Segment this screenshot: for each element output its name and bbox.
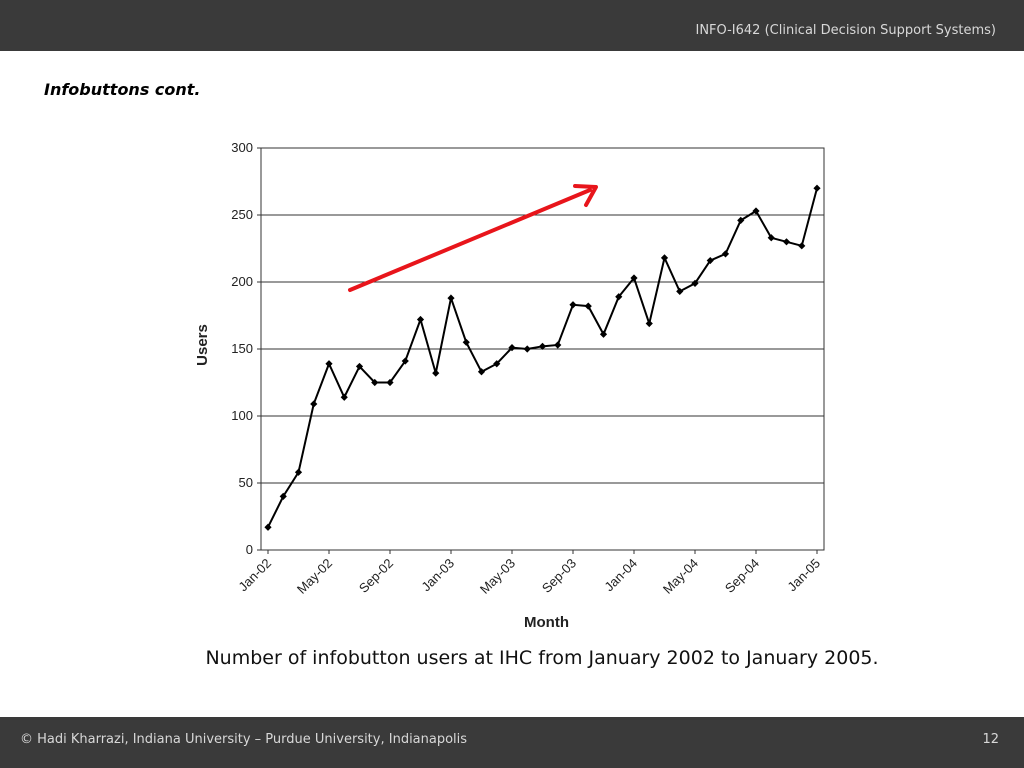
data-point: [798, 242, 806, 250]
data-point: [447, 294, 455, 302]
trend-arrow-shaft: [348, 188, 592, 292]
data-point: [569, 301, 577, 309]
data-point: [737, 216, 745, 224]
data-point: [645, 319, 653, 328]
data-point: [477, 368, 486, 376]
data-point: [767, 234, 775, 242]
series-line-users: [267, 187, 818, 528]
data-point: [554, 341, 562, 349]
x-tick-label: May-03: [477, 556, 518, 597]
header-bar: INFO-I642 (Clinical Decision Support Sys…: [0, 0, 1024, 51]
y-tick-label: 200: [231, 274, 253, 289]
y-tick-label: 250: [231, 207, 253, 222]
data-point: [432, 369, 440, 377]
data-point: [630, 274, 638, 282]
slide-title: Infobuttons cont.: [44, 80, 201, 99]
y-axis-title: Users: [194, 324, 211, 366]
data-point: [615, 293, 623, 301]
page-number: 12: [982, 732, 999, 747]
data-point: [523, 345, 531, 353]
y-tick-label: 0: [246, 542, 253, 557]
data-point: [706, 256, 714, 265]
data-point: [401, 357, 409, 365]
data-point: [493, 360, 501, 368]
data-point: [721, 250, 730, 258]
x-tick-label: Sep-02: [356, 556, 396, 596]
data-point: [813, 184, 821, 192]
y-tick-label: 150: [231, 341, 253, 356]
data-point: [325, 360, 333, 368]
x-tick-label: Sep-04: [722, 556, 762, 596]
x-tick-label: Jan-02: [235, 556, 274, 595]
x-tick-label: Jan-05: [784, 556, 823, 595]
y-tick-label: 50: [239, 475, 253, 490]
data-point: [584, 302, 592, 310]
y-tick-label: 300: [231, 140, 253, 155]
footer-bar: © Hadi Kharrazi, Indiana University – Pu…: [0, 717, 1024, 768]
data-point: [340, 393, 348, 401]
data-point: [416, 315, 425, 324]
copyright-text: © Hadi Kharrazi, Indiana University – Pu…: [20, 732, 468, 747]
data-point: [508, 344, 516, 352]
data-point: [676, 287, 684, 295]
data-point: [599, 330, 608, 338]
data-point: [279, 492, 287, 500]
data-point: [462, 338, 470, 346]
data-point: [310, 400, 318, 408]
data-point: [264, 523, 272, 531]
data-point: [691, 279, 699, 287]
data-point: [538, 342, 547, 350]
data-point: [355, 362, 364, 371]
figure-caption: Number of infobutton users at IHC from J…: [205, 647, 879, 669]
data-point: [660, 254, 669, 262]
x-tick-label: May-04: [660, 556, 701, 597]
trend-arrow-head: [573, 184, 598, 207]
data-point: [752, 207, 760, 215]
y-tick-label: 100: [231, 408, 253, 423]
data-point: [386, 378, 394, 387]
x-tick-label: Jan-03: [418, 556, 457, 595]
course-title: INFO-I642 (Clinical Decision Support Sys…: [695, 23, 996, 38]
x-tick-label: Sep-03: [539, 556, 579, 596]
data-point: [294, 468, 303, 476]
data-point: [371, 378, 379, 387]
x-axis-title: Month: [524, 614, 569, 631]
x-tick-label: Jan-04: [601, 556, 640, 595]
data-point: [782, 238, 791, 246]
x-tick-label: May-02: [294, 556, 335, 597]
